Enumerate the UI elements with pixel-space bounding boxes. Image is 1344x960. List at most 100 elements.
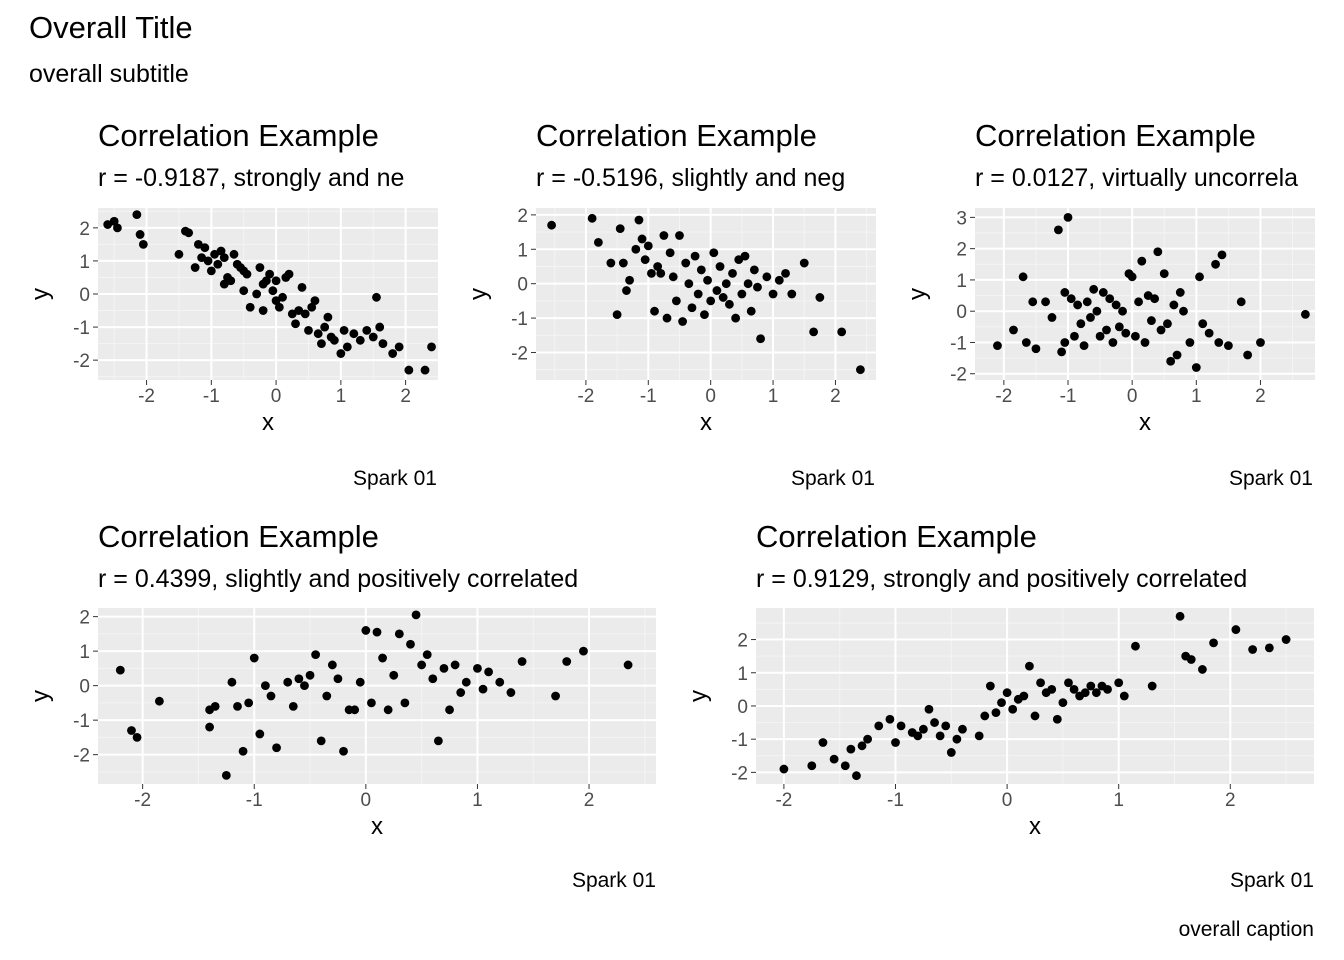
data-point xyxy=(283,677,293,687)
data-point xyxy=(213,259,223,269)
data-point xyxy=(389,670,399,680)
data-point xyxy=(650,306,659,316)
y-tick-label: -1 xyxy=(950,333,967,354)
y-axis-title: y xyxy=(685,690,712,702)
data-point xyxy=(1175,288,1185,297)
data-point xyxy=(913,731,923,741)
data-point xyxy=(367,698,376,708)
data-point xyxy=(634,215,644,225)
chart-panel-4: Correlation Example r = 0.4399, slightly… xyxy=(27,519,658,899)
data-point xyxy=(265,269,275,279)
panel-subtitle: r = -0.5196, slightly and neg xyxy=(536,164,846,192)
y-tick-label: 1 xyxy=(79,642,90,663)
data-point xyxy=(1147,681,1157,691)
x-tick-label: 1 xyxy=(768,386,779,407)
x-tick-label: 0 xyxy=(361,790,372,811)
data-point xyxy=(258,306,268,315)
panel-caption: Spark 01 xyxy=(352,467,437,490)
panel-title: Correlation Example xyxy=(98,519,379,554)
data-point xyxy=(779,764,789,774)
data-point xyxy=(350,705,360,715)
data-point xyxy=(690,251,700,261)
data-point xyxy=(445,705,454,715)
data-point xyxy=(737,289,747,299)
data-point xyxy=(946,748,956,757)
x-tick-label: 1 xyxy=(1113,790,1124,811)
data-point xyxy=(941,721,951,731)
data-point xyxy=(852,771,861,781)
data-point xyxy=(562,657,572,666)
data-point xyxy=(1147,316,1156,325)
y-tick-label: 0 xyxy=(956,302,967,323)
data-point xyxy=(640,255,650,264)
y-tick-label: -1 xyxy=(731,730,748,751)
x-tick-label: 1 xyxy=(472,790,483,811)
scatter-plot: -2 -1 0 1 2 -2 -1 0 1 2 3 x y xyxy=(904,208,1315,436)
x-tick-label: 0 xyxy=(1127,386,1138,407)
data-point xyxy=(709,248,719,258)
data-point xyxy=(227,677,237,687)
data-point xyxy=(478,684,488,694)
x-tick-label: 2 xyxy=(1255,386,1266,407)
data-point xyxy=(291,319,300,329)
data-point xyxy=(420,365,430,375)
data-point xyxy=(271,276,281,286)
data-point xyxy=(703,275,712,285)
data-point xyxy=(622,286,631,295)
data-point xyxy=(952,734,962,744)
y-tick-label: 1 xyxy=(79,252,90,273)
plot-background xyxy=(756,608,1314,784)
data-point xyxy=(1069,684,1079,694)
panel-subtitle: r = 0.9129, strongly and positively corr… xyxy=(756,565,1248,593)
data-point xyxy=(1130,331,1140,341)
data-point xyxy=(715,262,725,271)
data-point xyxy=(1114,678,1124,688)
data-point xyxy=(1169,300,1179,310)
data-point xyxy=(693,289,703,299)
y-tick-label: 2 xyxy=(737,631,748,652)
data-point xyxy=(1137,256,1147,266)
data-point xyxy=(846,744,856,754)
data-point xyxy=(219,279,229,289)
scatter-plot: -2 -1 0 1 2 -2 -1 0 1 2 x y xyxy=(27,208,438,436)
data-point xyxy=(712,286,722,295)
data-point xyxy=(1166,356,1176,366)
data-point xyxy=(740,251,750,261)
data-point xyxy=(643,241,653,251)
data-point xyxy=(1030,711,1040,721)
x-tick-label: 1 xyxy=(336,386,347,407)
data-point xyxy=(362,325,372,335)
data-point xyxy=(1066,294,1076,304)
y-tick-label: 0 xyxy=(79,677,90,698)
data-point xyxy=(1172,350,1182,360)
data-point xyxy=(799,258,809,268)
data-point xyxy=(1041,297,1050,307)
x-axis-title: x xyxy=(1139,409,1151,436)
data-point xyxy=(781,268,790,278)
data-point xyxy=(221,770,231,780)
data-point xyxy=(631,244,641,254)
data-point xyxy=(378,653,387,663)
data-point xyxy=(1092,306,1102,316)
data-point xyxy=(1082,297,1092,307)
data-point xyxy=(1060,338,1070,347)
data-point xyxy=(274,302,284,312)
data-point xyxy=(339,746,348,756)
data-point xyxy=(226,276,236,286)
data-point xyxy=(1036,678,1045,688)
chart-panel-2: Correlation Example r = -0.5196, slightl… xyxy=(465,118,881,498)
data-point xyxy=(1105,294,1115,304)
data-point xyxy=(339,325,349,335)
data-point xyxy=(606,258,616,268)
data-point xyxy=(427,342,436,352)
data-point xyxy=(238,746,248,756)
data-point xyxy=(132,210,142,220)
data-point xyxy=(874,721,884,731)
data-point xyxy=(684,279,694,289)
data-point xyxy=(675,231,684,240)
data-point xyxy=(1186,655,1196,664)
data-point xyxy=(547,220,556,230)
data-point xyxy=(288,701,298,711)
y-axis-title: y xyxy=(465,288,492,300)
data-point xyxy=(461,677,471,687)
